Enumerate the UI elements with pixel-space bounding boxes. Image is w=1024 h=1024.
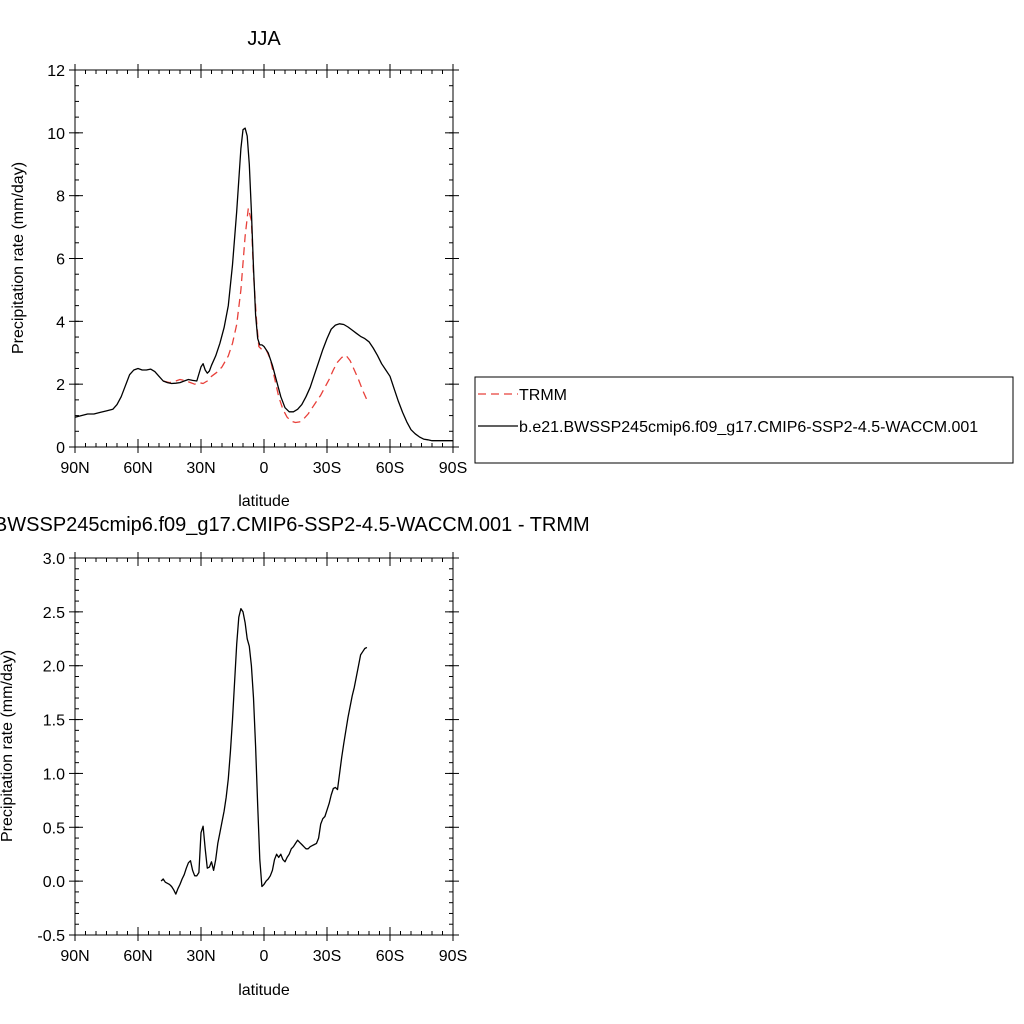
legend-label-model: b.e21.BWSSP245cmip6.f09_g17.CMIP6-SSP2-4… xyxy=(519,419,978,436)
y-tick-label: 2.5 xyxy=(43,605,65,622)
x-tick-label: 30N xyxy=(186,948,215,965)
bottom-y-axis-label: Precipitation rate (mm/day) xyxy=(0,650,16,842)
y-tick-label: 6 xyxy=(56,252,65,269)
series-line-trmm xyxy=(163,207,368,424)
x-tick-label: 0 xyxy=(260,948,269,965)
bottom-chart-title: b.e21.BWSSP245cmip6.f09_g17.CMIP6-SSP2-4… xyxy=(0,514,590,536)
top-y-axis-label: Precipitation rate (mm/day) xyxy=(10,162,27,354)
x-tick-label: 60N xyxy=(123,460,152,477)
x-tick-label: 60S xyxy=(376,948,404,965)
series-line-model xyxy=(160,607,368,895)
x-tick-label: 90N xyxy=(60,948,89,965)
series-line-model xyxy=(74,127,453,442)
bottom-chart-series xyxy=(160,607,368,895)
x-tick-label: 60N xyxy=(123,948,152,965)
y-tick-label: -0.5 xyxy=(37,928,65,945)
y-tick-label: 12 xyxy=(47,63,65,80)
x-tick-label: 90N xyxy=(60,460,89,477)
legend: TRMM b.e21.BWSSP245cmip6.f09_g17.CMIP6-S… xyxy=(474,376,1014,464)
y-tick-label: 1.5 xyxy=(43,713,65,730)
y-tick-label: 0.0 xyxy=(43,874,65,891)
top-tick-labels: 90N 60N 30N 0 30S 60S 90S 0 2 4 6 8 10 12 xyxy=(47,63,467,477)
y-tick-label: 3.0 xyxy=(43,551,65,568)
y-tick-label: 2 xyxy=(56,377,65,394)
top-chart-ticks xyxy=(69,64,459,453)
bottom-tick-labels: 90N 60N 30N 0 30S 60S 90S -0.5 0.0 0.5 1.0 1.5 2.0 2.… xyxy=(37,551,467,965)
top-plot-frame xyxy=(74,69,454,448)
y-tick-label: 2.0 xyxy=(43,659,65,676)
top-chart-panel: JJA 90N 60N 30N 0 30S 60S 90S 0 2 4 6 8 10 12 latitud… xyxy=(10,28,467,510)
bottom-chart-ticks xyxy=(69,552,459,941)
x-tick-label: 30N xyxy=(186,460,215,477)
legend-box xyxy=(474,376,1014,464)
bottom-chart-panel: b.e21.BWSSP245cmip6.f09_g17.CMIP6-SSP2-4… xyxy=(0,514,590,999)
y-tick-label: 0.5 xyxy=(43,820,65,837)
x-tick-label: 30S xyxy=(313,460,341,477)
top-chart-title: JJA xyxy=(247,28,281,50)
y-tick-label: 10 xyxy=(47,126,65,143)
top-chart-series xyxy=(74,127,453,442)
bottom-x-axis-label: latitude xyxy=(238,982,290,999)
bottom-plot-frame xyxy=(74,557,454,936)
x-tick-label: 30S xyxy=(313,948,341,965)
y-tick-label: 4 xyxy=(56,314,65,331)
x-tick-label: 90S xyxy=(439,948,467,965)
top-x-axis-label: latitude xyxy=(238,493,290,510)
x-tick-label: 0 xyxy=(260,460,269,477)
y-tick-label: 0 xyxy=(56,440,65,457)
legend-label-trmm: TRMM xyxy=(519,387,567,404)
y-tick-label: 8 xyxy=(56,189,65,206)
y-tick-label: 1.0 xyxy=(43,766,65,783)
x-tick-label: 90S xyxy=(439,460,467,477)
x-tick-label: 60S xyxy=(376,460,404,477)
